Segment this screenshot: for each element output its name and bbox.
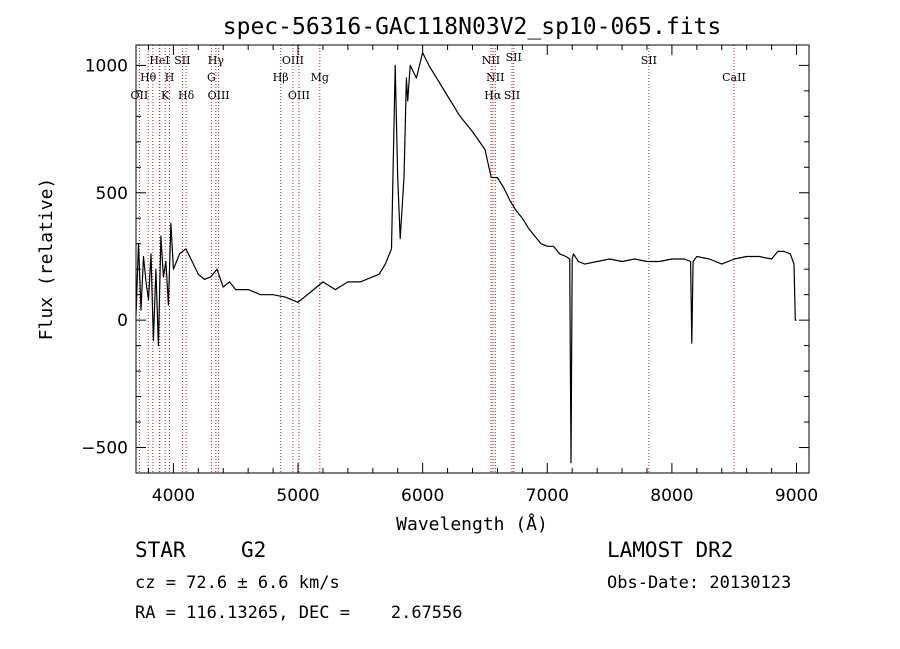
line-label: Mg	[311, 71, 329, 84]
line-label: Hγ	[208, 54, 225, 67]
line-label: OII	[131, 89, 149, 102]
line-label: SII	[174, 54, 190, 67]
survey-name: LAMOST DR2	[607, 538, 734, 562]
coordinates: RA = 116.13265, DEC = 2.67556	[135, 603, 463, 623]
object-class: STAR	[135, 538, 186, 562]
x-tick-label: 4000	[152, 486, 195, 506]
x-tick-label: 8000	[650, 486, 693, 506]
y-tick-label: 1000	[85, 56, 128, 76]
x-axis-label: Wavelength (Å)	[396, 513, 548, 535]
x-tick-label: 6000	[401, 486, 444, 506]
y-tick-label: −500	[81, 439, 128, 459]
y-tick-label: 500	[96, 184, 128, 204]
spectrum-line	[135, 51, 797, 464]
line-label: OIII	[288, 89, 310, 102]
line-label: OIII	[282, 54, 304, 67]
line-label: SII	[641, 54, 657, 67]
object-subclass: G2	[241, 538, 267, 562]
y-tick-label: 0	[117, 311, 128, 331]
observation-date: Obs-Date: 20130123	[607, 573, 792, 593]
line-label: K	[161, 89, 170, 102]
line-label: G	[207, 71, 216, 84]
emission-line-markers: OIIHθHeIKHSIIHδHγGOIIIHβOIIIOIIIMgNIINII…	[131, 45, 746, 473]
line-label: H	[165, 71, 175, 84]
line-label: NII	[486, 71, 504, 84]
line-label: SII	[506, 51, 522, 64]
line-label: Hα	[484, 89, 502, 102]
line-label: SII	[504, 89, 520, 102]
line-label: Hδ	[178, 89, 195, 102]
chart-title: spec-56316-GAC118N03V2_sp10-065.fits	[223, 14, 722, 40]
line-label: OIII	[208, 89, 230, 102]
y-axis-label: Flux (relative)	[36, 178, 57, 341]
x-tick-label: 7000	[526, 486, 569, 506]
spectrum-series	[135, 51, 797, 464]
x-tick-label: 9000	[775, 486, 818, 506]
line-label: Hθ	[140, 71, 157, 84]
line-label: Hβ	[273, 71, 289, 84]
x-tick-label: 5000	[276, 486, 319, 506]
line-label: CaII	[722, 71, 746, 84]
axes: 4000 5000 6000 7000 8000 9000 −500 0 500 1000	[81, 45, 818, 506]
redshift-velocity: cz = 72.6 ± 6.6 km/s	[135, 573, 340, 593]
line-label: NII	[482, 54, 500, 67]
